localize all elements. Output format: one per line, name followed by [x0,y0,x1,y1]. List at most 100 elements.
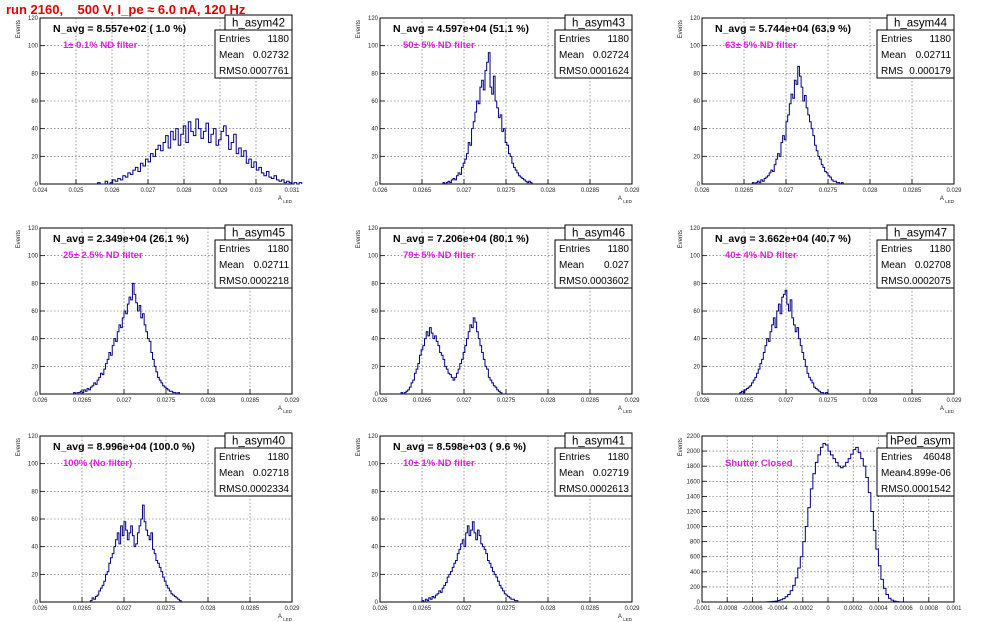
stats-label: Entries [219,244,250,255]
y-axis-label: Events [16,20,22,38]
stats-label: Mean [881,50,906,61]
x-tick-label: 0.028 [862,188,878,194]
x-tick-label: 0.024 [32,188,48,194]
stats-value: 1180 [267,34,289,45]
x-axis-label: A LED [278,614,293,622]
stats-box [876,447,955,497]
stats-value: -4.899e-06 [903,468,952,479]
y-tick-label: 100 [28,462,39,468]
y-tick-label: 80 [31,71,38,77]
filter-note: 79± 5% ND filter [403,250,475,261]
y-tick-label: 100 [690,254,701,260]
x-tick-label: 0.025 [68,188,84,194]
y-tick-label: 20 [31,572,38,578]
histogram-series [442,52,533,185]
x-tick-label: 0.03 [250,188,262,194]
stats-value: 0.000179 [909,66,951,77]
x-tick-label: 0.029 [284,606,300,612]
y-tick-label: 20 [693,154,700,160]
stats-label: Mean [219,260,244,271]
y-tick-label: 40 [371,545,378,551]
x-tick-label: 0.0285 [581,398,600,404]
y-tick-label: 80 [371,71,378,77]
histogram-name: h_asym47 [894,228,947,240]
x-tick-label: 0.0285 [581,188,600,194]
stats-value: 1180 [607,34,629,45]
stats-value: 46048 [923,452,951,463]
x-tick-label: 0.027 [116,606,132,612]
y-tick-label: 100 [368,462,379,468]
navg-text: N_avg = 4.597e+04 (51.1 %) [393,23,529,35]
x-tick-label: 0.028 [862,398,878,404]
y-axis-label: Events [356,438,362,456]
y-tick-label: 80 [371,489,378,495]
y-tick-label: 120 [368,434,379,440]
histogram-name: h_asym45 [232,228,285,240]
stats-value: 1180 [607,244,629,255]
x-tick-label: 0.026 [32,606,48,612]
y-tick-label: 0 [375,600,379,606]
y-tick-label: 0 [697,600,701,606]
histogram-panel-h_asym43: 0.026 0.0265 0.027 0.0275 0.028 0.0285 0.029 0 2… [356,14,640,204]
x-tick-label: 0.0275 [157,398,176,404]
x-tick-label: 0.027 [140,188,156,194]
y-tick-label: 0 [697,182,701,188]
y-tick-label: 0 [697,392,701,398]
y-tick-label: 20 [371,364,378,370]
filter-note: 25± 2.5% ND filter [63,250,143,261]
x-tick-label: -0.0006 [742,606,763,612]
histogram-panel-h_asym45: 0.026 0.0265 0.027 0.0275 0.028 0.0285 0.029 0 2… [16,224,300,414]
y-tick-label: 80 [371,281,378,287]
y-tick-label: 100 [368,44,379,50]
histogram-series [97,118,303,185]
x-tick-label: 0.0285 [903,188,922,194]
stats-value: 1180 [929,244,951,255]
x-tick-label: 0.026 [32,398,48,404]
x-tick-label: 0.026 [104,188,120,194]
y-tick-label: 0 [375,182,379,188]
y-tick-label: 40 [693,127,700,133]
stats-box [214,239,293,289]
stats-value: 0.02718 [253,468,290,479]
y-tick-label: 20 [371,154,378,160]
x-tick-label: 0.027 [116,398,132,404]
y-tick-label: 20 [31,154,38,160]
x-tick-label: 0.0265 [735,398,754,404]
navg-text: N_avg = 8.557e+02 ( 1.0 %) [53,23,186,35]
stats-box [876,29,955,79]
x-tick-label: 0.029 [624,188,640,194]
x-tick-label: 0.028 [200,606,216,612]
navg-text: N_avg = 7.206e+04 (80.1 %) [393,233,529,245]
stats-value: 1180 [607,452,629,463]
stats-box [554,239,633,289]
x-tick-label: 0.028 [540,188,556,194]
x-tick-label: 0.0285 [241,606,260,612]
x-tick-label: 0.0275 [497,398,516,404]
histogram-name: h_asym46 [572,228,625,240]
y-axis-label: Events [16,438,22,456]
y-tick-label: 60 [693,99,700,105]
y-tick-label: 200 [690,585,701,591]
stats-label: RMS [219,276,242,287]
y-tick-label: 40 [693,337,700,343]
y-tick-label: 60 [371,99,378,105]
filter-note: 10± 1% ND filter [403,458,475,469]
stats-value: 0.0002613 [582,484,630,495]
histogram-name: hPed_asym [890,436,951,448]
y-tick-label: 40 [31,127,38,133]
stats-label: Mean [559,50,584,61]
y-tick-label: 60 [371,517,378,523]
histogram-series [764,443,905,603]
y-tick-label: 600 [690,555,701,561]
x-tick-label: 0.031 [284,188,300,194]
stats-value: 0.02732 [253,50,290,61]
y-tick-label: 800 [690,540,701,546]
y-axis-label: Events [356,230,362,248]
y-axis-label: Events [356,20,362,38]
x-tick-label: 0.0008 [920,606,939,612]
y-tick-label: 60 [693,309,700,315]
filter-note: 40± 4% ND filter [725,250,797,261]
x-tick-label: 0.0275 [157,606,176,612]
x-tick-label: 0.029 [624,398,640,404]
x-tick-label: 0.029 [284,398,300,404]
